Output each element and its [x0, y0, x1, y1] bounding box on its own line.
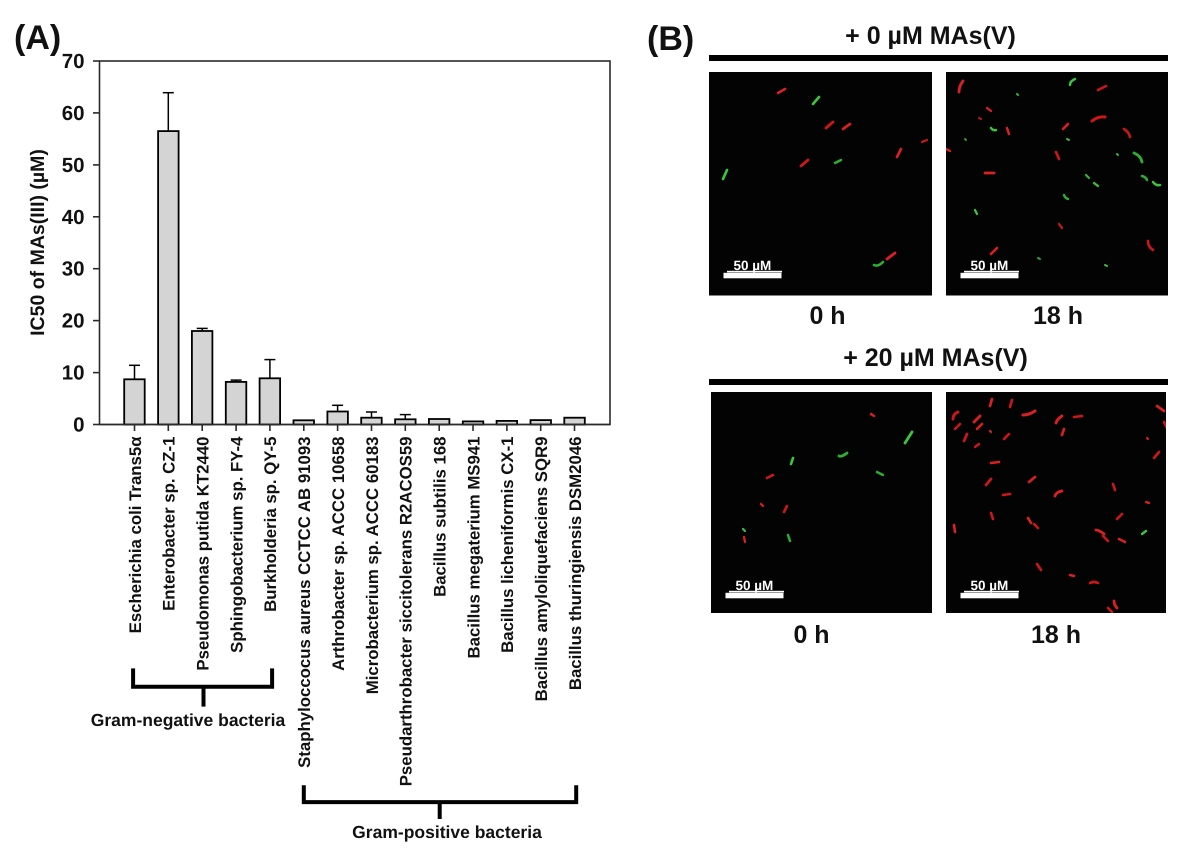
svg-text:Bacillus subtilis 168: Bacillus subtilis 168	[431, 437, 450, 597]
svg-text:Bacillus thuringiensis DSM2046: Bacillus thuringiensis DSM2046	[566, 437, 585, 691]
svg-text:50: 50	[62, 154, 85, 177]
svg-text:Pseudarthrobacter siccitoleran: Pseudarthrobacter siccitolerans R2ACOS59	[397, 436, 416, 786]
svg-text:50 µM: 50 µM	[970, 578, 1008, 593]
svg-text:Arthrobacter sp. ACCC 10658: Arthrobacter sp. ACCC 10658	[329, 437, 348, 671]
svg-text:Gram-positive bacteria: Gram-positive bacteria	[352, 822, 542, 842]
svg-text:Microbacterium sp. ACCC 60183: Microbacterium sp. ACCC 60183	[363, 437, 382, 695]
svg-text:Bacillus licheniformis CX-1: Bacillus licheniformis CX-1	[498, 437, 517, 653]
svg-text:0: 0	[73, 413, 84, 436]
svg-text:50 µM: 50 µM	[970, 257, 1008, 272]
svg-text:60: 60	[62, 102, 85, 125]
svg-text:Staphyloccocus aureus CCTCC AB: Staphyloccocus aureus CCTCC AB 91093	[295, 436, 314, 767]
svg-text:Bacillus megaterium MS941: Bacillus megaterium MS941	[464, 437, 483, 659]
svg-text:IC50 of MAs(III) (µM): IC50 of MAs(III) (µM)	[27, 149, 49, 336]
svg-text:Enterobacter sp. CZ-1: Enterobacter sp. CZ-1	[160, 437, 179, 611]
svg-text:Sphingobacterium sp. FY-4: Sphingobacterium sp. FY-4	[227, 436, 246, 653]
svg-text:Pseudomonas putida KT2440: Pseudomonas putida KT2440	[194, 437, 213, 671]
svg-text:Bacillus amyloliquefaciens SQR: Bacillus amyloliquefaciens SQR9	[532, 437, 551, 702]
svg-text:20: 20	[62, 310, 85, 333]
svg-text:50 µM: 50 µM	[733, 257, 771, 272]
svg-text:30: 30	[62, 258, 85, 281]
svg-text:Escherichia coli Trans5α: Escherichia coli Trans5α	[126, 436, 145, 634]
svg-text:10: 10	[62, 362, 85, 385]
svg-text:70: 70	[62, 50, 85, 73]
svg-text:50 µM: 50 µM	[735, 578, 773, 593]
svg-text:40: 40	[62, 206, 85, 229]
svg-text:Burkholderia sp. QY-5: Burkholderia sp. QY-5	[261, 437, 280, 612]
svg-text:Gram-negative bacteria: Gram-negative bacteria	[91, 710, 286, 730]
